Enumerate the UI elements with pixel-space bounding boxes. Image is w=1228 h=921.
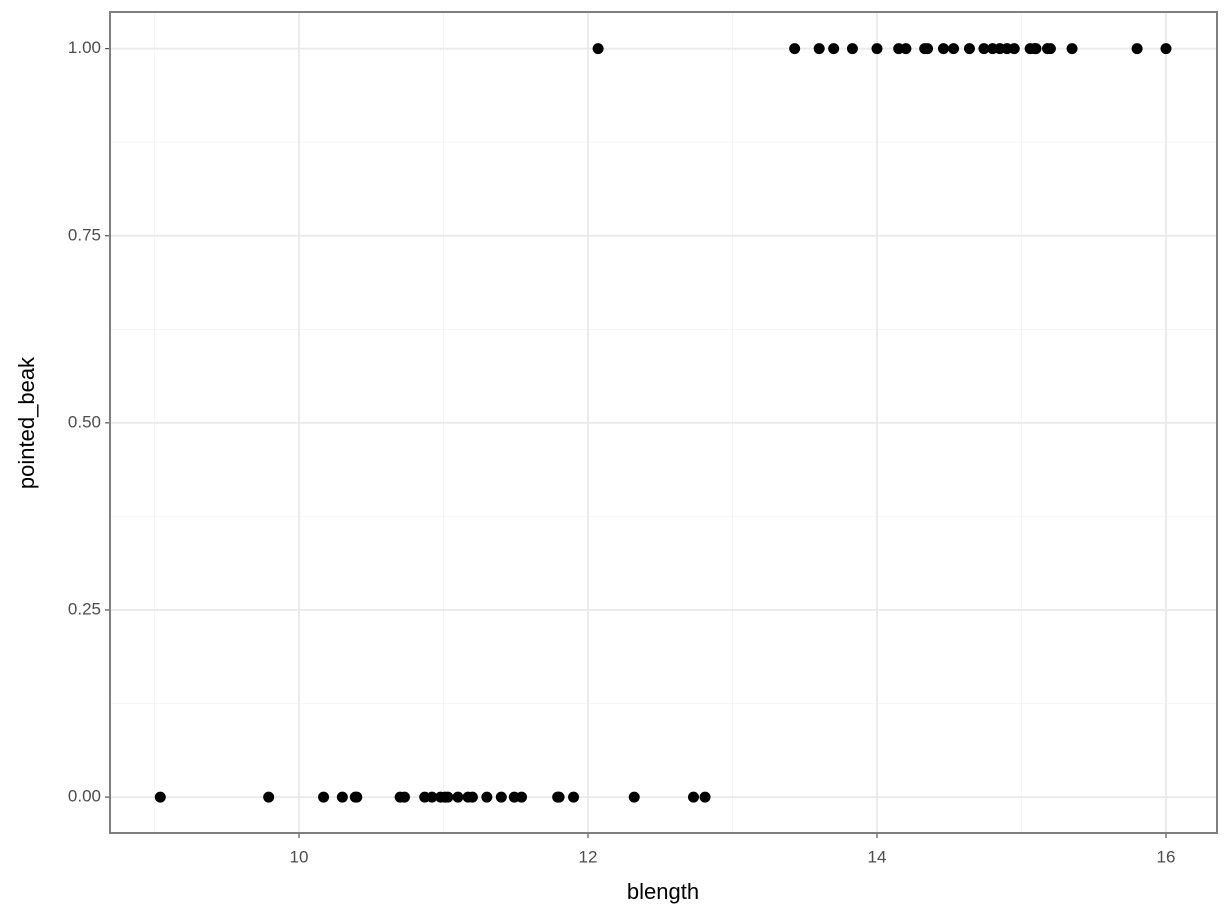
point xyxy=(263,791,275,803)
point xyxy=(789,43,801,55)
point xyxy=(154,791,166,803)
point xyxy=(442,791,454,803)
point xyxy=(963,43,975,55)
point xyxy=(1160,43,1172,55)
point xyxy=(922,43,934,55)
point xyxy=(495,791,507,803)
point xyxy=(871,43,883,55)
point xyxy=(466,791,478,803)
point xyxy=(813,43,825,55)
point xyxy=(900,43,912,55)
point xyxy=(948,43,960,55)
point xyxy=(978,43,990,55)
point xyxy=(592,43,604,55)
y-axis-title: pointed_beak xyxy=(14,356,39,489)
point xyxy=(398,791,410,803)
point xyxy=(452,791,464,803)
y-tick-label: 1.00 xyxy=(68,38,101,57)
point xyxy=(318,791,330,803)
point xyxy=(481,791,493,803)
y-tick-label: 0.50 xyxy=(68,412,101,431)
y-tick-label: 0.75 xyxy=(68,225,101,244)
x-tick-label: 12 xyxy=(579,847,598,866)
point xyxy=(351,791,363,803)
point xyxy=(828,43,840,55)
point xyxy=(1044,43,1056,55)
point xyxy=(937,43,949,55)
point xyxy=(426,791,438,803)
point xyxy=(568,791,580,803)
point xyxy=(628,791,640,803)
y-tick-label: 0.00 xyxy=(68,787,101,806)
x-tick-label: 14 xyxy=(868,847,887,866)
x-tick-label: 16 xyxy=(1157,847,1176,866)
point xyxy=(1066,43,1078,55)
point xyxy=(846,43,858,55)
point xyxy=(1030,43,1042,55)
point xyxy=(1008,43,1020,55)
point xyxy=(1131,43,1143,55)
x-tick-label: 10 xyxy=(290,847,309,866)
point xyxy=(516,791,528,803)
y-tick-label: 0.25 xyxy=(68,599,101,618)
panel-border xyxy=(109,11,1218,834)
point xyxy=(553,791,565,803)
x-axis-title: blength xyxy=(627,879,699,904)
point xyxy=(336,791,348,803)
point xyxy=(699,791,711,803)
point xyxy=(687,791,699,803)
